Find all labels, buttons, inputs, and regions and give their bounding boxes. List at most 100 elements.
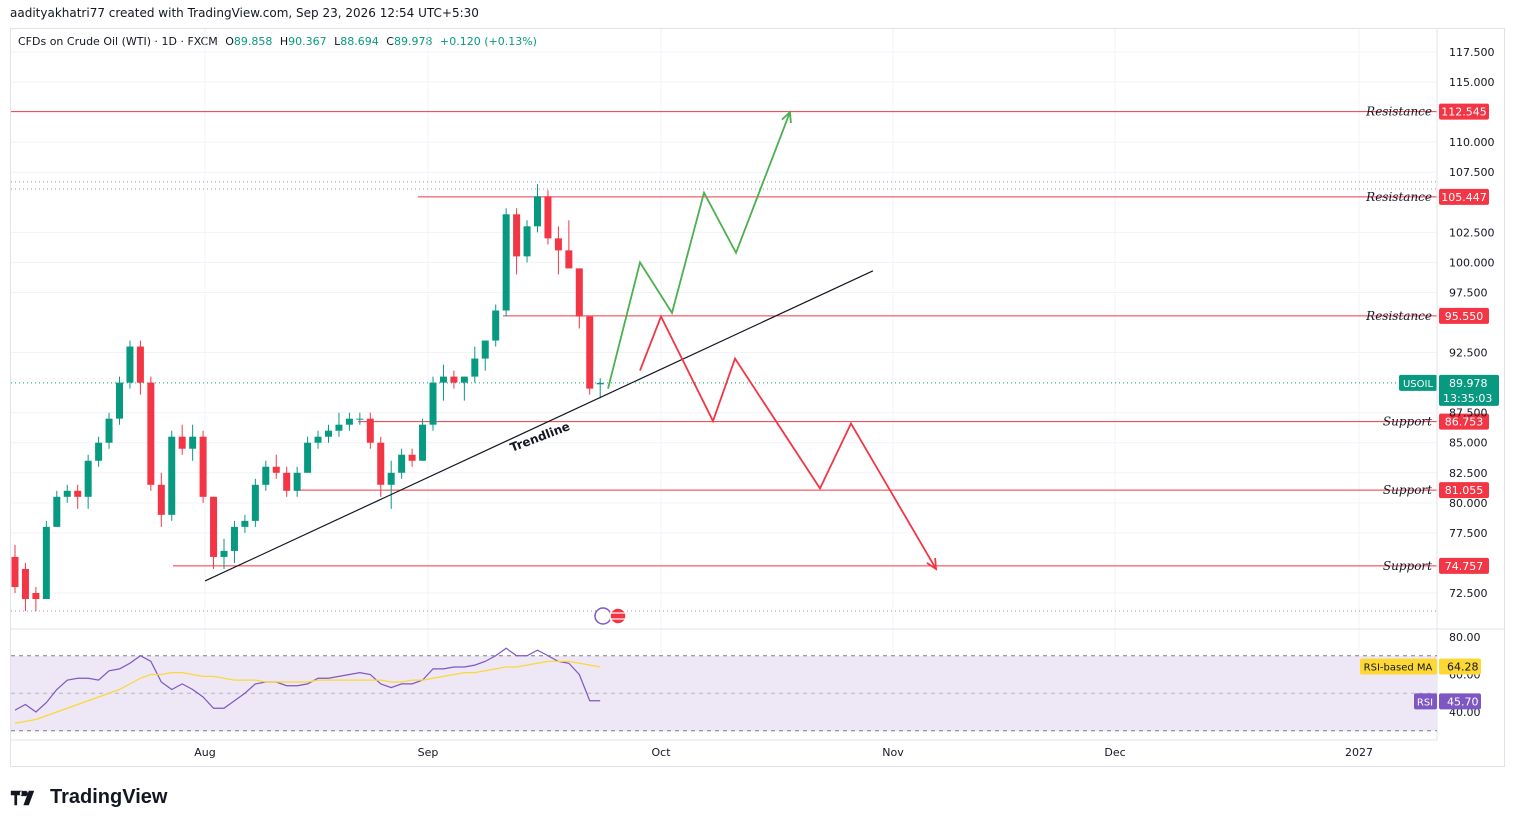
low-value: 88.694 (340, 35, 379, 48)
candle-body-28 (304, 442, 312, 473)
candle-body-26 (283, 472, 291, 491)
candle-body-12 (136, 346, 144, 383)
price-axis-tick-5: 100.000 (1449, 256, 1495, 269)
time-axis-label-1: Sep (418, 746, 439, 759)
rsi-name: RSI (1417, 697, 1433, 708)
brand-name: TradingView (50, 786, 168, 808)
candle-body-3 (42, 526, 50, 600)
high-label: H (279, 35, 289, 48)
candle-body-14 (157, 484, 165, 515)
trendline-label: Trendline (508, 419, 572, 455)
price-axis-tick-11: 80.000 (1449, 497, 1488, 510)
time-axis-label-3: Nov (882, 746, 904, 759)
candle-body-56 (596, 382, 604, 385)
price-axis-tick-10: 82.500 (1449, 467, 1488, 480)
candle-body-45 (481, 340, 489, 359)
bullish-projection-path (607, 111, 791, 389)
level-price-text-1: 105.447 (1441, 191, 1487, 204)
candle-body-25 (272, 466, 280, 473)
candle-body-20 (220, 550, 228, 557)
candle-body-44 (471, 358, 479, 377)
candle-body-24 (262, 466, 270, 485)
rsi-ma-name: RSI-based MA (1364, 662, 1433, 673)
candle-body-53 (565, 250, 573, 269)
level-label-1: Resistance (1365, 190, 1432, 204)
candle-body-13 (147, 382, 155, 485)
tradingview-brand[interactable]: TradingView (10, 786, 167, 809)
level-price-tag-1 (1439, 188, 1489, 205)
candle-body-27 (293, 472, 301, 491)
candle-body-17 (189, 436, 197, 449)
candle-body-37 (398, 454, 406, 473)
rsi-name-tag (1414, 693, 1437, 710)
rsi-ma-value-tag (1439, 658, 1481, 675)
candle-body-54 (575, 268, 583, 317)
level-price-text-5: 74.757 (1445, 560, 1484, 573)
rsi-axis-tick-0: 80.00 (1449, 631, 1481, 644)
candle-body-36 (387, 472, 395, 485)
price-axis-tick-3: 107.500 (1449, 166, 1495, 179)
candle-body-43 (460, 376, 468, 383)
bar-countdown: 13:35:03 (1443, 392, 1492, 405)
candle-body-51 (544, 196, 552, 239)
candle-body-39 (419, 424, 427, 461)
candle-body-47 (502, 214, 510, 311)
level-price-tag-3 (1439, 413, 1489, 430)
candle-body-5 (63, 490, 71, 497)
price-axis-tick-1: 115.000 (1449, 76, 1495, 89)
level-label-5: Support (1383, 559, 1432, 573)
candle-body-33 (356, 418, 364, 420)
candle-body-18 (199, 436, 207, 497)
candle-body-34 (366, 418, 374, 443)
price-axis-tick-12: 77.500 (1449, 527, 1488, 540)
candle-body-52 (554, 238, 562, 251)
level-price-tag-4 (1439, 482, 1489, 499)
high-value: 90.367 (288, 35, 327, 48)
trendline (204, 270, 874, 582)
price-axis-tick-4: 102.500 (1449, 226, 1495, 239)
candle-body-31 (335, 424, 343, 431)
level-price-text-4: 81.055 (1445, 484, 1484, 497)
price-axis-tick-7: 92.500 (1449, 347, 1488, 360)
symbol-tag-text: USOIL (1403, 379, 1433, 390)
level-price-text-3: 86.753 (1445, 416, 1484, 429)
candle-body-30 (325, 430, 332, 437)
open-value: 89.858 (233, 35, 273, 48)
event-marker-icon-1 (594, 607, 612, 625)
candle-body-4 (53, 496, 61, 527)
rsi-line (14, 647, 601, 713)
candle-body-22 (241, 520, 249, 527)
price-axis-tick-13: 72.500 (1449, 587, 1488, 600)
level-label-4: Support (1383, 483, 1432, 497)
level-price-tag-2 (1439, 307, 1489, 324)
candle-body-40 (429, 382, 437, 425)
chart-frame (10, 28, 1505, 767)
candle-body-9 (105, 418, 113, 443)
candle-body-2 (32, 593, 40, 600)
attribution: aadityakhatri77 created with TradingView… (10, 6, 479, 20)
close-value: 89.978 (393, 35, 433, 48)
last-price-tag (1439, 374, 1499, 406)
bearish-projection-path-arrowhead (926, 557, 938, 571)
symbol-title: CFDs on Crude Oil (WTI) · 1D · FXCM (18, 35, 218, 48)
time-axis-label-5: 2027 (1345, 746, 1373, 759)
open-label: O (225, 35, 234, 48)
rsi-value: 45.70 (1447, 695, 1479, 708)
symbol-tag (1399, 374, 1437, 391)
candle-body-8 (95, 442, 103, 461)
time-axis-label-0: Aug (194, 746, 215, 759)
us-flag-event-icon (609, 607, 627, 625)
rsi-ma-name-tag (1360, 658, 1437, 675)
symbol-legend: CFDs on Crude Oil (WTI) · 1D · FXCM O89.… (18, 35, 537, 48)
candle-body-32 (345, 418, 353, 425)
rsi-ma-value: 64.28 (1447, 660, 1479, 673)
candle-body-0 (11, 556, 19, 587)
candle-body-48 (513, 214, 521, 257)
candle-body-42 (450, 376, 458, 383)
candle-body-11 (126, 346, 134, 383)
candle-body-35 (377, 442, 385, 485)
candle-body-55 (586, 316, 594, 389)
level-label-0: Resistance (1365, 105, 1432, 119)
candle-body-15 (168, 436, 176, 515)
